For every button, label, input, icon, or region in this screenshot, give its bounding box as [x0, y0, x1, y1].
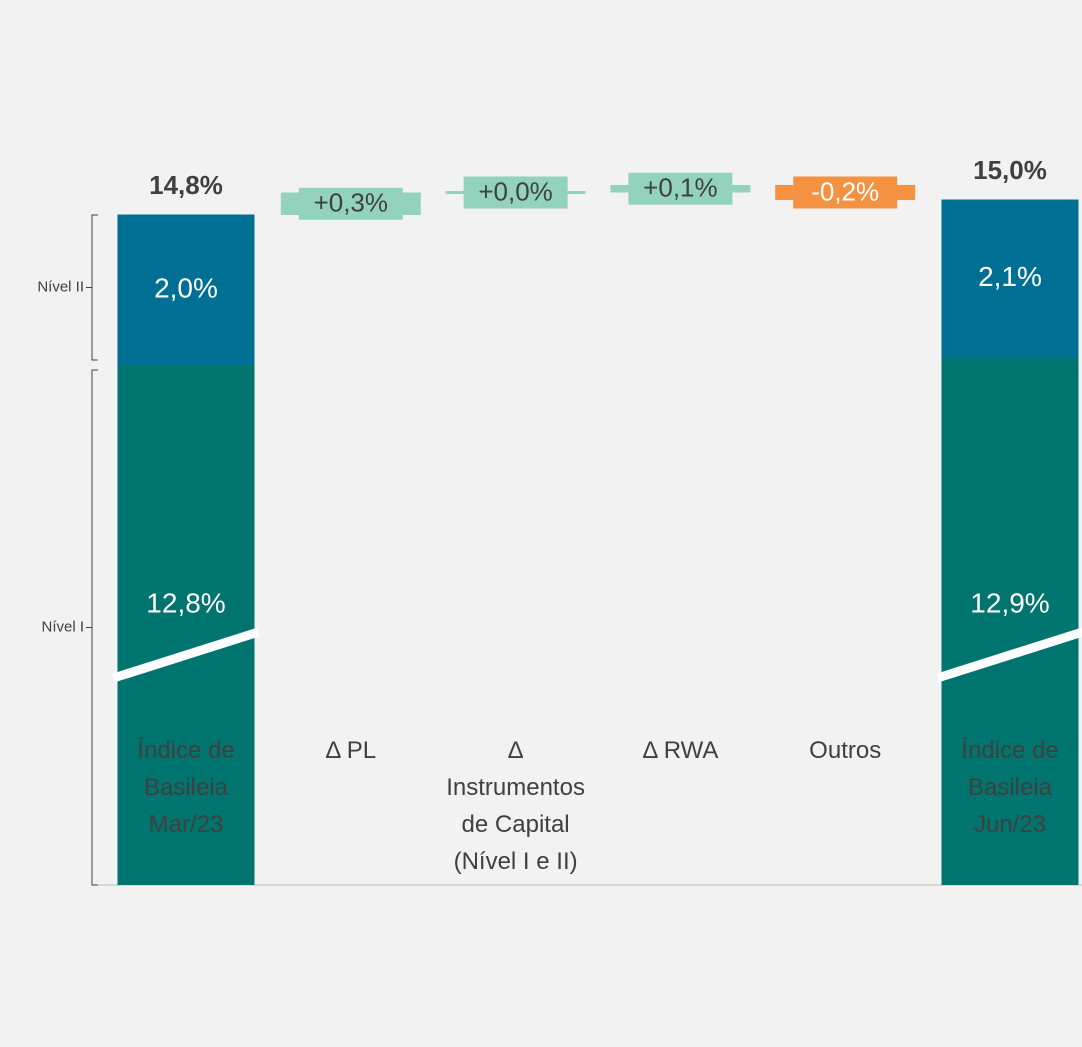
delta-label-box — [793, 176, 898, 209]
x-tick-label: Δ PL — [325, 737, 377, 764]
bar-segment — [117, 365, 255, 885]
delta-label-box — [463, 176, 568, 209]
delta-label: +0,3% — [314, 188, 388, 218]
bracket — [86, 214, 98, 361]
total-label: 14,8% — [149, 170, 223, 200]
delta-label: +0,0% — [478, 176, 552, 206]
delta-label: +0,1% — [643, 173, 717, 203]
bar-segment — [941, 357, 1079, 885]
bracket — [86, 369, 98, 886]
delta-label-box — [628, 172, 733, 205]
segment-label: 12,8% — [146, 587, 225, 618]
bar-segment — [941, 200, 1079, 358]
x-tick-label: Índice de Basileia Mar/23 — [137, 737, 235, 838]
segment-label: 2,0% — [154, 272, 218, 303]
segment-label: 2,1% — [978, 261, 1042, 292]
bar-segment — [117, 215, 255, 365]
x-tick-label: Índice de Basileia Jun/23 — [961, 737, 1059, 838]
bracket-label: Nível I — [41, 618, 84, 635]
total-label: 15,0% — [973, 155, 1047, 185]
axis-break — [112, 627, 260, 683]
axis-break — [936, 627, 1082, 683]
bracket-label: Nível II — [37, 278, 84, 295]
segment-label: 12,9% — [970, 587, 1049, 618]
x-tick-label: Δ Instrumentos de Capital (Nível I e II) — [446, 737, 585, 875]
delta-label: -0,2% — [811, 176, 879, 206]
delta-label-box — [298, 187, 403, 220]
x-tick-label: Outros — [809, 737, 882, 764]
x-tick-label: Δ RWA — [642, 737, 719, 764]
